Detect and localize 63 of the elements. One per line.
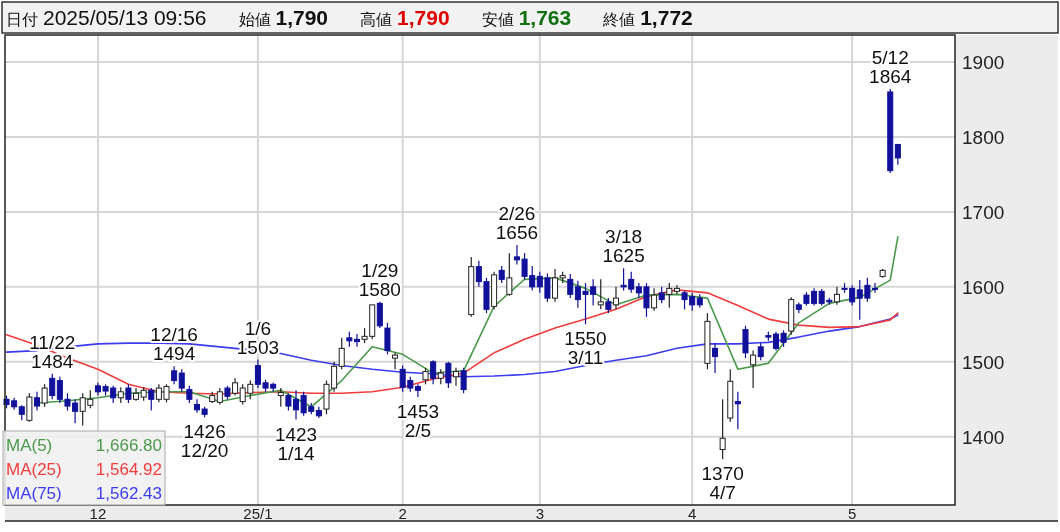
ytick: 1600 xyxy=(962,276,1005,298)
candlestick xyxy=(49,373,56,400)
note: 1/29 1580 xyxy=(358,259,401,300)
note: 1426 12/20 xyxy=(180,421,229,462)
note: 12/16 1494 xyxy=(150,324,198,365)
candlestick xyxy=(506,252,513,297)
candlestick xyxy=(376,301,383,329)
candlestick xyxy=(597,278,604,310)
xtick: 4 xyxy=(688,505,697,522)
note: 5/12 1864 xyxy=(869,46,912,87)
candlestick xyxy=(719,398,726,460)
candlestick xyxy=(384,322,391,355)
candlestick xyxy=(26,392,33,423)
xtick: 12 xyxy=(89,505,107,522)
note: 1423 1/14 xyxy=(274,423,318,464)
candlestick xyxy=(430,359,437,385)
ytick: 1800 xyxy=(962,126,1005,148)
header: 高値 xyxy=(360,11,393,28)
note: 3/18 1625 xyxy=(602,226,645,267)
note: 1370 4/7 xyxy=(701,463,744,504)
candlestick xyxy=(125,383,132,404)
candlestick xyxy=(894,143,901,166)
header: 1,790 xyxy=(275,6,329,29)
candlestick xyxy=(742,325,749,359)
candlestick xyxy=(750,349,757,389)
header: 2025/05/13 09:56 xyxy=(43,6,207,29)
header: 安値 xyxy=(481,11,514,28)
candlestick xyxy=(33,391,41,412)
candlestick xyxy=(651,287,658,312)
candlestick xyxy=(178,368,185,393)
xtick: 5 xyxy=(848,505,857,522)
xtick: 2 xyxy=(398,505,407,522)
candlestick xyxy=(734,391,741,430)
header: 1,772 xyxy=(640,6,693,29)
candlestick xyxy=(452,367,460,387)
ytick: 1400 xyxy=(962,426,1005,448)
legend: MA(5) 1,666.80 MA(25) 1,564.92 MA(75) 1,562.43 xyxy=(2,430,166,506)
candlestick xyxy=(666,282,673,309)
candlestick xyxy=(41,383,48,408)
header: 始値 xyxy=(238,11,271,28)
xtick: 25/1 xyxy=(243,505,273,522)
candlestick xyxy=(338,337,345,370)
candlestick xyxy=(414,383,421,398)
candlestick xyxy=(612,286,619,310)
candlestick xyxy=(567,273,574,299)
candlestick xyxy=(673,284,680,295)
candlestick xyxy=(445,361,452,389)
note: 1550 3/11 xyxy=(564,328,607,369)
candlestick xyxy=(392,352,399,370)
ytick: 1500 xyxy=(962,351,1005,373)
candlestick xyxy=(148,387,155,412)
ytick: 1900 xyxy=(962,52,1005,73)
header: 1,763 xyxy=(518,6,572,29)
candlestick xyxy=(460,367,467,394)
candlestick xyxy=(712,342,719,374)
xtick: 3 xyxy=(535,505,544,522)
note: 2/26 1656 xyxy=(495,202,539,243)
ytick: 1700 xyxy=(962,201,1005,223)
candlestick xyxy=(277,387,284,408)
header: 日付 xyxy=(6,11,38,28)
header: 終値 xyxy=(603,11,636,28)
note: 1453 2/5 xyxy=(396,401,440,442)
header: 1,790 xyxy=(397,6,450,29)
